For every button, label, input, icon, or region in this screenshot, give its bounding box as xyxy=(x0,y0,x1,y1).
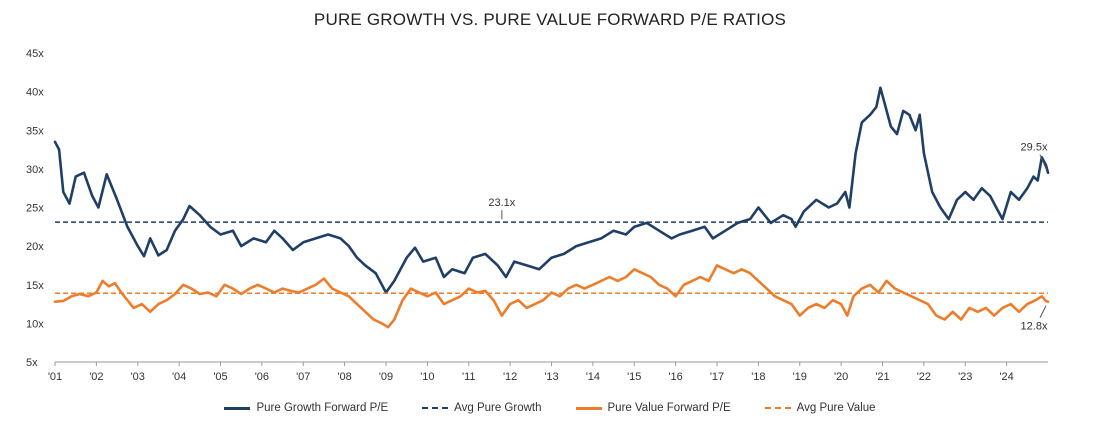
legend-swatch-growth xyxy=(224,406,251,410)
annotation-leader-value-last xyxy=(1039,305,1047,318)
x-tick-label: '10 xyxy=(420,371,434,383)
x-tick-label: '04 xyxy=(172,371,186,383)
y-tick-label: 15x xyxy=(26,280,44,292)
annotation-avg-growth: 23.1x xyxy=(488,197,515,209)
x-tick-label: '22 xyxy=(917,371,931,383)
legend-item-value: Pure Value Forward P/E xyxy=(575,402,731,414)
annotation-growth-last: 29.5x xyxy=(1021,142,1048,154)
y-tick-label: 45x xyxy=(26,48,44,60)
x-tick-label: '15 xyxy=(627,371,641,383)
x-tick-label: '19 xyxy=(793,371,807,383)
y-tick-label: 20x xyxy=(26,241,44,253)
y-tick-label: 35x xyxy=(26,125,44,137)
legend-item-avg-value: Avg Pure Value xyxy=(764,402,876,414)
x-tick-label: '06 xyxy=(255,371,269,383)
chart-title: PURE GROWTH VS. PURE VALUE FORWARD P/E R… xyxy=(313,10,787,29)
series-pure-growth-forward-p-e xyxy=(53,86,1050,294)
y-tick-label: 30x xyxy=(26,164,44,176)
chart-legend: Pure Growth Forward P/E Avg Pure Growth … xyxy=(0,402,1100,414)
x-tick-label: '14 xyxy=(586,371,600,383)
legend-item-growth: Pure Growth Forward P/E xyxy=(224,402,388,414)
x-tick-label: '12 xyxy=(503,371,517,383)
legend-label-avg-growth: Avg Pure Growth xyxy=(454,402,542,414)
annotation-value-last: 12.8x xyxy=(1021,321,1048,333)
y-tick-label: 10x xyxy=(26,318,44,330)
x-tick-label: '16 xyxy=(668,371,682,383)
x-tick-label: '01 xyxy=(48,371,62,383)
x-tick-label: '02 xyxy=(89,371,103,383)
legend-label-value: Pure Value Forward P/E xyxy=(607,402,731,414)
x-tick-label: '08 xyxy=(337,371,351,383)
legend-item-avg-growth: Avg Pure Growth xyxy=(422,402,542,414)
legend-label-avg-value: Avg Pure Value xyxy=(796,402,876,414)
x-tick-label: '03 xyxy=(131,371,145,383)
x-tick-label: '23 xyxy=(958,371,972,383)
x-tick-label: '20 xyxy=(834,371,848,383)
legend-swatch-avg-value xyxy=(764,407,791,409)
y-tick-label: 40x xyxy=(26,87,44,99)
x-tick-label: '24 xyxy=(999,371,1013,383)
x-tick-label: '13 xyxy=(544,371,558,383)
x-tick-label: '05 xyxy=(213,371,227,383)
annotation-leader-growth-last xyxy=(1039,154,1047,169)
series-pure-value-forward-p-e xyxy=(53,264,1050,329)
x-tick-label: '09 xyxy=(379,371,393,383)
x-tick-label: '07 xyxy=(296,371,310,383)
x-tick-label: '11 xyxy=(462,371,476,383)
x-tick-label: '21 xyxy=(875,371,889,383)
x-tick-label: '18 xyxy=(751,371,765,383)
y-tick-label: 25x xyxy=(26,203,44,215)
x-tick-label: '17 xyxy=(710,371,724,383)
legend-swatch-avg-growth xyxy=(422,407,449,409)
legend-label-growth: Pure Growth Forward P/E xyxy=(256,402,389,414)
legend-swatch-value xyxy=(575,406,602,410)
y-tick-label: 5x xyxy=(26,357,38,369)
